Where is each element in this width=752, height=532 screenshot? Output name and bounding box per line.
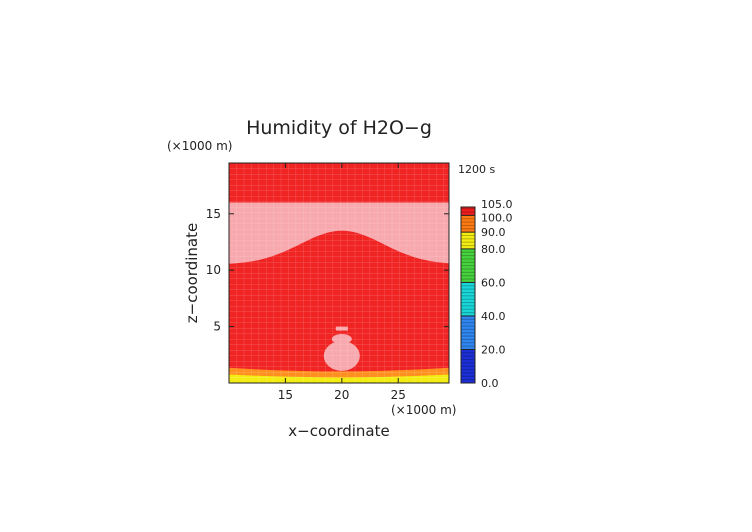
x-tick-label: 15 [278,388,293,402]
y-axis-label: z−coordinate [183,223,201,323]
colorbar-band [461,207,475,216]
colorbar-band [461,349,475,383]
colorbar-band [461,232,475,249]
chart-title: Humidity of H2O−g [246,117,432,139]
colorbar-label: 40.0 [481,310,506,323]
y-tick-label: 10 [206,263,221,277]
x-unit-label: (×1000 m) [391,403,456,417]
colorbar-label: 0.0 [481,377,499,390]
colorbar-label: 100.0 [481,211,513,224]
colorbar-label: 20.0 [481,343,506,356]
grid-overlay [229,163,449,383]
time-label: 1200 s [458,163,495,176]
plot-frame [228,162,450,384]
y-tick-label: 5 [213,320,221,334]
y-axis-ticks: 5 10 15 [206,207,449,334]
x-axis-ticks: 15 20 25 [278,163,406,402]
colorbar-label: 105.0 [481,198,513,211]
colorbar-label: 80.0 [481,243,506,256]
x-tick-label: 20 [334,388,349,402]
x-tick-label: 25 [391,388,406,402]
colorbar-band [461,248,475,283]
heatmap-field [229,163,449,383]
colorbar-band [461,315,475,350]
colorbar-band [461,282,475,316]
colorbar-band [461,215,475,233]
colorbar-label: 60.0 [481,276,506,289]
colorbar-label: 90.0 [481,226,506,239]
y-tick-label: 15 [206,207,221,221]
x-axis-label: x−coordinate [288,422,389,440]
y-unit-label: (×1000 m) [167,139,232,153]
